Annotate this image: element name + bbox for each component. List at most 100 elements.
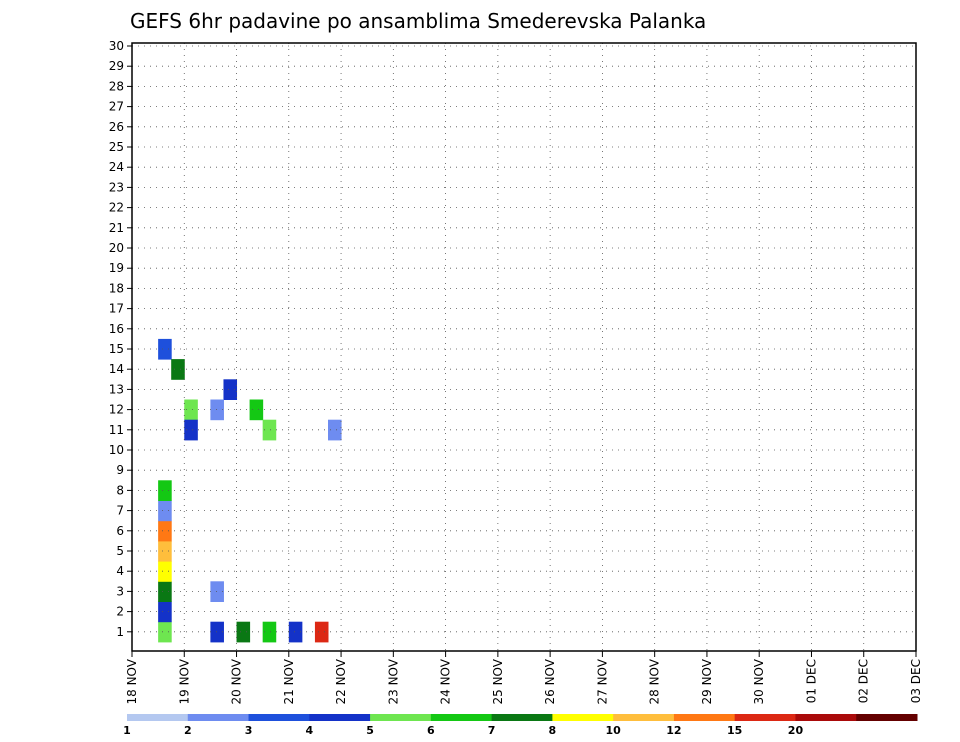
heatmap-cell	[171, 359, 185, 380]
y-tick-label: 5	[116, 544, 124, 558]
heatmap-cell	[210, 581, 224, 602]
colorbar-tick-label: 6	[427, 724, 435, 737]
x-tick-label: 24 NOV	[439, 658, 453, 704]
y-tick-label: 8	[116, 483, 124, 497]
colorbar-segment	[309, 714, 371, 721]
heatmap-cell	[158, 581, 172, 602]
y-tick-label: 24	[109, 160, 124, 174]
x-tick-label: 22 NOV	[334, 658, 348, 704]
colorbar-segment	[370, 714, 432, 721]
y-axis-ticks: 1234567891011121314151617181920212223242…	[109, 39, 132, 639]
x-tick-label: 03 DEC	[909, 659, 923, 703]
heatmap-cell	[249, 399, 264, 421]
x-tick-label: 02 DEC	[857, 659, 871, 703]
y-tick-label: 20	[109, 241, 124, 255]
heatmap-cell	[288, 621, 303, 643]
heatmap-cell	[158, 540, 172, 562]
x-tick-label: 27 NOV	[595, 658, 609, 704]
y-tick-label: 14	[109, 362, 124, 376]
y-tick-label: 22	[109, 201, 124, 215]
heatmap-cell	[314, 621, 329, 643]
colorbar-segment	[248, 714, 310, 721]
y-tick-label: 30	[109, 39, 124, 53]
colorbar-tick-label: 15	[727, 724, 742, 737]
colorbar-segment	[430, 714, 493, 721]
y-tick-label: 25	[109, 140, 124, 154]
heatmap-cells	[158, 338, 342, 643]
x-tick-label: 28 NOV	[648, 658, 662, 704]
x-tick-label: 19 NOV	[177, 658, 191, 704]
x-tick-label: 21 NOV	[282, 658, 296, 704]
y-tick-label: 16	[109, 322, 124, 336]
colorbar-segment	[856, 714, 918, 721]
heatmap-cell	[158, 520, 172, 542]
colorbar-segment	[673, 714, 736, 721]
x-axis-ticks: 18 NOV 19 NOV 20 NOV 21 NOV 22 NOV 23 NOV 24 N…	[125, 651, 923, 705]
y-tick-label: 27	[109, 100, 124, 114]
heatmap-cell	[158, 500, 172, 522]
heatmap-cell	[158, 480, 172, 501]
y-tick-label: 28	[109, 79, 124, 93]
heatmap-cell	[184, 419, 198, 441]
heatmap-cell	[262, 419, 277, 441]
y-tick-label: 10	[109, 443, 124, 457]
heatmap-cell	[158, 621, 172, 643]
colorbar-segment	[795, 714, 857, 721]
colorbar-tick-label: 2	[184, 724, 192, 737]
y-tick-label: 19	[109, 261, 124, 275]
y-tick-label: 21	[109, 221, 124, 235]
colorbar-tick-label: 1	[123, 724, 131, 737]
y-tick-label: 13	[109, 382, 124, 396]
y-tick-label: 7	[116, 504, 124, 518]
colorbar-segment	[734, 714, 796, 721]
x-tick-label: 20 NOV	[230, 658, 244, 704]
colorbar: 1 2 3 4 5 6 7 8 10 12 15 20	[123, 714, 918, 737]
colorbar-tick-label: 12	[666, 724, 681, 737]
x-tick-label: 26 NOV	[543, 658, 557, 704]
chart-title: GEFS 6hr padavine po ansamblima Smederev…	[130, 9, 706, 33]
y-tick-label: 15	[109, 342, 124, 356]
heatmap-cell	[158, 338, 172, 360]
y-tick-label: 18	[109, 281, 124, 295]
x-tick-label: 29 NOV	[700, 658, 714, 704]
colorbar-tick-label: 4	[305, 724, 313, 737]
colorbar-tick-label: 5	[366, 724, 374, 737]
y-tick-label: 1	[116, 625, 124, 639]
colorbar-tick-label: 8	[549, 724, 557, 737]
heatmap-cell	[158, 561, 172, 582]
heatmap-cell	[328, 419, 342, 441]
heatmap-cell	[223, 379, 238, 400]
y-tick-label: 4	[116, 564, 124, 578]
colorbar-tick-label: 3	[245, 724, 253, 737]
grid-lines	[131, 43, 917, 651]
x-tick-label: 25 NOV	[491, 658, 505, 704]
colorbar-tick-label: 10	[605, 724, 621, 737]
heatmap-cell	[262, 621, 277, 643]
y-tick-label: 17	[109, 302, 124, 316]
y-tick-label: 3	[116, 584, 124, 598]
heatmap-cell	[158, 601, 172, 623]
y-tick-label: 11	[109, 423, 124, 437]
colorbar-tick-label: 7	[488, 724, 496, 737]
colorbar-segment	[187, 714, 250, 721]
y-tick-label: 26	[109, 120, 124, 134]
heatmap-cell	[184, 399, 198, 421]
x-tick-label: 18 NOV	[125, 658, 139, 704]
colorbar-tick-label: 20	[788, 724, 804, 737]
heatmap-cell	[210, 399, 224, 421]
colorbar-segment	[613, 714, 675, 721]
colorbar-segment	[127, 714, 189, 721]
plot-frame	[131, 42, 917, 652]
y-tick-label: 29	[109, 59, 124, 73]
y-tick-label: 6	[116, 524, 124, 538]
heatmap-cell	[210, 621, 224, 643]
x-tick-label: 01 DEC	[804, 659, 818, 703]
heatmap-cell	[236, 621, 251, 643]
x-tick-label: 23 NOV	[386, 658, 400, 704]
y-tick-label: 9	[116, 463, 124, 477]
y-tick-label: 12	[109, 403, 124, 417]
y-tick-label: 2	[116, 605, 124, 619]
colorbar-segment	[491, 714, 553, 721]
colorbar-segment	[552, 714, 614, 721]
